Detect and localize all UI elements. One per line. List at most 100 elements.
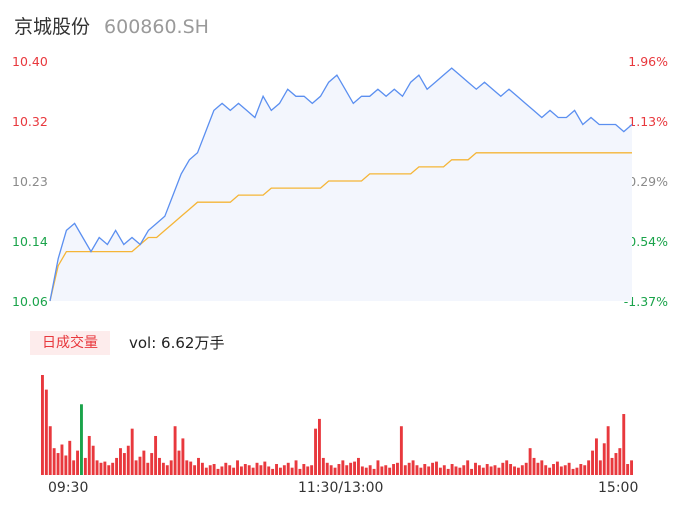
- volume-bar: [193, 465, 197, 475]
- volume-bar: [80, 404, 83, 475]
- volume-bar: [423, 464, 427, 475]
- volume-bar: [83, 457, 87, 475]
- volume-bar: [337, 464, 341, 475]
- volume-bar: [407, 462, 411, 475]
- volume-bar: [583, 465, 587, 475]
- volume-bar: [368, 465, 372, 475]
- volume-bar: [60, 444, 64, 475]
- volume-bar: [91, 445, 95, 475]
- volume-bar: [294, 460, 298, 475]
- volume-bar: [317, 418, 321, 475]
- stock-header: 京城股份 600860.SH: [14, 12, 209, 40]
- volume-bar: [493, 465, 497, 475]
- volume-bar: [204, 467, 208, 475]
- volume-bar: [591, 450, 594, 475]
- pct-label-2: 1.13%: [628, 114, 668, 129]
- volume-bar: [154, 435, 158, 475]
- volume-bar: [505, 460, 509, 475]
- volume-bar: [158, 457, 161, 475]
- volume-readout: vol: 6.62万手: [129, 334, 225, 352]
- volume-bar: [48, 426, 52, 475]
- volume-bar: [435, 461, 438, 475]
- volume-bar: [286, 462, 290, 475]
- volume-bar: [474, 462, 477, 475]
- volume-bar: [130, 428, 134, 475]
- volume-bar: [360, 466, 364, 475]
- volume-bar: [212, 464, 216, 475]
- price-label-3: 10.23: [12, 174, 48, 189]
- volume-bar: [477, 465, 481, 475]
- volume-bar: [579, 464, 583, 475]
- price-area-fill: [50, 68, 632, 301]
- volume-bar: [372, 468, 376, 475]
- volume-bar: [442, 465, 446, 475]
- volume-bar: [462, 465, 466, 475]
- volume-bar: [481, 467, 485, 475]
- volume-bar: [552, 464, 555, 475]
- volume-bar: [396, 462, 399, 475]
- volume-bar: [278, 467, 282, 475]
- volume-bar: [52, 448, 56, 475]
- volume-bar: [185, 460, 189, 475]
- volume-bar: [68, 440, 72, 475]
- volume-bar: [56, 453, 60, 475]
- volume-bar: [509, 464, 513, 475]
- volume-bar: [220, 466, 224, 475]
- volume-bar: [431, 462, 435, 475]
- volume-bar: [454, 466, 458, 475]
- volume-bar: [72, 460, 76, 475]
- average-price-line: [49, 152, 632, 302]
- volume-bar: [598, 460, 602, 475]
- volume-bar: [415, 465, 419, 475]
- volume-bar: [236, 460, 239, 475]
- volume-bar: [146, 462, 150, 475]
- volume-bar: [399, 426, 403, 475]
- volume-bar: [466, 460, 470, 475]
- volume-bar: [267, 466, 271, 475]
- price-label-5: 10.06: [12, 294, 48, 309]
- pct-label-4: -0.54%: [623, 234, 668, 249]
- volume-bar: [138, 456, 142, 475]
- volume-bar: [353, 461, 357, 475]
- daily-volume-tab[interactable]: 日成交量: [30, 331, 110, 355]
- volume-bar: [364, 467, 368, 475]
- volume-bar: [263, 461, 267, 475]
- volume-bar: [571, 468, 575, 475]
- volume-bar: [310, 465, 314, 475]
- volume-bar: [247, 465, 251, 475]
- stock-name: 京城股份: [14, 16, 91, 38]
- volume-bar: [232, 467, 236, 475]
- volume-bar: [161, 462, 165, 475]
- volume-bar: [87, 435, 91, 475]
- volume-bar: [275, 464, 278, 475]
- volume-bar: [458, 467, 462, 475]
- volume-bar: [271, 468, 275, 475]
- volume-bar: [111, 462, 115, 475]
- volume-bar: [450, 464, 454, 475]
- volume-bar: [392, 464, 396, 475]
- pct-label-1: 1.96%: [628, 54, 668, 69]
- volume-bar: [165, 465, 169, 475]
- price-plot: [49, 67, 633, 302]
- volume-bar: [606, 426, 610, 475]
- pct-label-3: 0.29%: [628, 174, 668, 189]
- time-label-close: 15:00: [598, 480, 639, 496]
- price-label-4: 10.14: [12, 234, 48, 249]
- volume-bar: [321, 457, 325, 475]
- volume-bar: [403, 465, 407, 475]
- volume-bar: [333, 467, 337, 475]
- volume-bar: [41, 375, 44, 475]
- volume-bar: [224, 462, 228, 475]
- volume-bar: [536, 462, 540, 475]
- volume-bar: [594, 438, 598, 475]
- volume-bar: [329, 465, 333, 475]
- volume-bar: [380, 466, 384, 475]
- volume-bar: [169, 460, 173, 475]
- volume-bar: [388, 467, 392, 475]
- volume-bar: [189, 461, 193, 475]
- volume-bar: [134, 460, 138, 475]
- volume-bar: [485, 464, 489, 475]
- volume-bar: [228, 465, 232, 475]
- volume-bar: [559, 466, 563, 475]
- volume-bar: [325, 462, 329, 475]
